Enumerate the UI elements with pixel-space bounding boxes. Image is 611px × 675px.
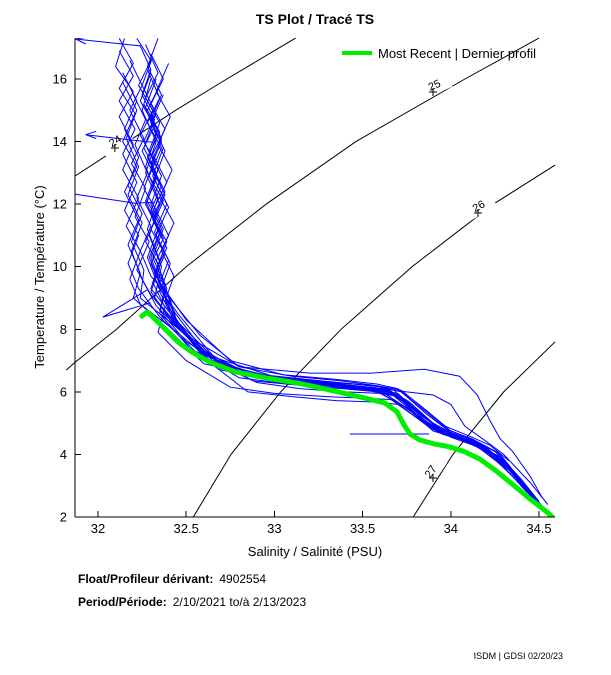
profile-lines [75,38,550,515]
isopycnal-label-24: 24 [107,133,124,150]
isopycnal-label-gap-26 [461,191,497,222]
watermark: ISDM | GDSI 02/20/23 [474,651,563,661]
profile-outlier-segment-6 [75,193,155,204]
isopycnal-label-group-25: 25 [427,78,443,96]
isopycnal-labels: 24 25 26 27 [107,78,487,482]
isopycnal-25 [65,37,540,371]
isopycnal-label-group-24: 24 [107,133,124,152]
y-tick-label-8: 8 [60,322,67,337]
y-tick-label-6: 6 [60,384,67,399]
y-axis-label: Temperature / Température (°C) [32,185,47,368]
isopycnal-label-gap-24 [97,126,134,158]
profile-outlier-segment-2 [75,38,85,40]
legend: Most Recent | Dernier profil [342,46,536,61]
most-recent-profile [139,309,555,517]
isopycnal-label-gap-25 [416,71,453,100]
profile-line-17 [150,94,533,496]
isopycnal-label-group-27: 27 [423,463,440,482]
profile-line-12 [129,60,540,505]
profile-line-20 [122,81,536,499]
float-id-label: Float/Profileur dérivant: [78,572,213,586]
profile-line-10 [146,69,519,480]
x-tick-label-33.5: 33.5 [350,521,375,536]
profile-outlier-segment-1 [75,38,86,45]
period-label: Period/Période: [78,595,167,609]
isopycnal-label-group-26: 26 [471,198,488,217]
most-recent-profile-group [139,309,555,517]
isopycnal-27 [412,341,556,518]
isopycnal-label-plus-25 [429,88,437,96]
isopycnal-contours [65,37,556,518]
profile-line-3 [118,38,522,487]
isopycnal-label-plus-27 [429,474,437,482]
y-tick-label-12: 12 [53,197,67,212]
x-tick-label-34: 34 [444,521,458,536]
period-value: 2/10/2021 to/à 2/13/2023 [173,595,307,609]
profile-outlier-segment-5 [85,130,97,136]
isopycnal-label-25: 25 [427,78,443,94]
profile-line-9 [145,78,535,499]
profile-line-13 [132,94,522,483]
y-tick-label-14: 14 [53,134,67,149]
footer: Float/Profileur dérivant: 4902554 Period/… [78,572,306,609]
y-tick-label-4: 4 [60,447,67,462]
legend-most-recent-label: Most Recent | Dernier profil [378,46,536,61]
isopycnal-label-26: 26 [471,198,488,215]
isopycnal-label-plus-24 [110,144,119,152]
x-tick-label-34.5: 34.5 [526,521,551,536]
float-id-value: 4902554 [219,572,266,586]
profile-line-7 [155,63,549,505]
profile-line-21 [75,38,536,502]
isopycnal-label-27: 27 [423,463,440,480]
x-axis-label: Salinity / Salinité (PSU) [248,544,382,559]
profile-line-1 [115,38,543,512]
profile-outlier-segment-8 [102,289,152,318]
profile-line-16 [141,56,529,490]
profile-line-19 [146,38,540,507]
x-tick-label-32: 32 [91,521,105,536]
plot-title: TS Plot / Tracé TS [256,11,374,27]
y-tick-label-10: 10 [53,259,67,274]
profile-line-14 [145,44,545,513]
profile-outlier-segment-4 [85,134,97,139]
isopycnal-label-gaps [97,71,497,490]
profile-line-2 [150,53,528,493]
isopycnal-label-plus-26 [474,209,482,217]
y-tick-label-2: 2 [60,510,67,525]
period-line: Period/Période: 2/10/2021 to/à 2/13/2023 [78,595,306,609]
y-tick-label-16: 16 [53,72,67,87]
isopycnal-label-gap-27 [415,454,447,490]
profile-line-22 [141,78,543,499]
x-tick-label-33: 33 [267,521,281,536]
axes [74,38,555,518]
x-tick-label-32.5: 32.5 [174,521,199,536]
profile-line-4 [139,72,510,462]
float-id-line: Float/Profileur dérivant: 4902554 [78,572,266,586]
profile-outlier-segment-3 [85,134,153,143]
